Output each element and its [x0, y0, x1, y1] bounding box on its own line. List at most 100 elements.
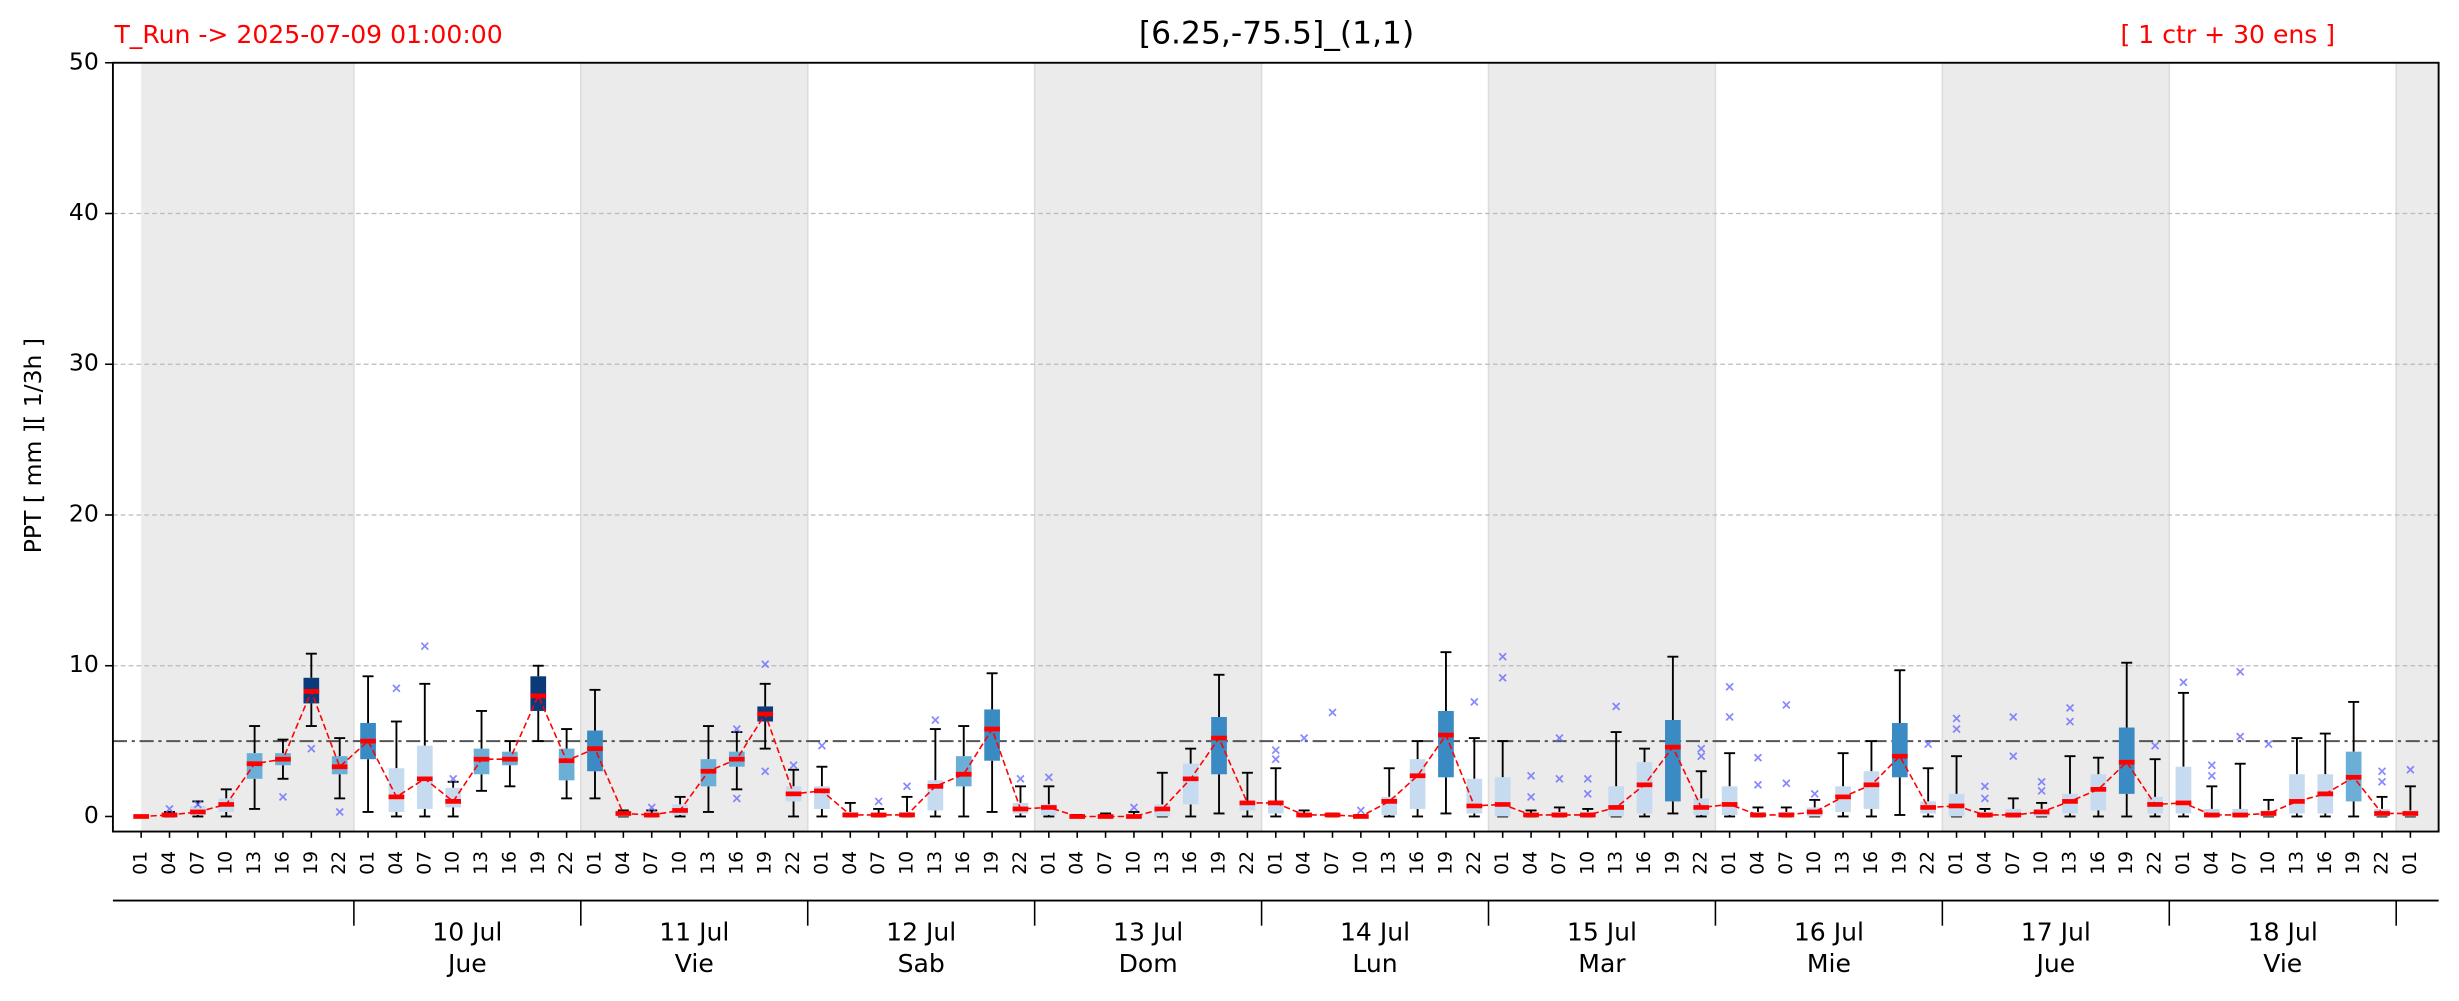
outlier	[165, 804, 174, 814]
box	[1211, 716, 1227, 775]
x-tick-label: 04	[613, 851, 634, 875]
outlier	[1952, 724, 1961, 734]
x-tick-label: 07	[414, 851, 435, 875]
outlier	[1725, 682, 1734, 691]
x-tick-label: 16	[953, 851, 974, 875]
outlier	[647, 803, 656, 812]
y-axis-label: PPT [ mm ][ 1/3h ]	[19, 338, 47, 553]
x-tick-label: 07	[1776, 851, 1797, 875]
outlier	[2179, 678, 2188, 687]
x-tick-label: 10	[670, 851, 691, 875]
x-tick-label: 16	[2315, 851, 2336, 875]
x-tick-label: 01	[584, 851, 605, 875]
outlier	[420, 642, 429, 651]
box	[1891, 723, 1908, 778]
x-tick-label: 16	[726, 851, 747, 875]
outlier	[2009, 752, 2018, 761]
x-tick-label: 19	[982, 851, 1003, 875]
outlier	[1498, 652, 1507, 661]
outlier	[2151, 741, 2160, 750]
x-tick-label: 19	[528, 851, 549, 875]
night-shade	[580, 62, 808, 832]
day-label: 17 Jul	[2021, 918, 2091, 947]
outlier	[335, 807, 344, 817]
night-shade	[141, 62, 354, 832]
x-tick-label: 13	[698, 851, 719, 875]
x-tick-label: 10	[897, 851, 918, 875]
box	[1239, 801, 1256, 811]
x-tick-label: 07	[1549, 851, 1570, 875]
outlier	[1753, 780, 1763, 789]
outlier	[2264, 740, 2273, 749]
box	[1494, 777, 1511, 817]
outlier	[1980, 794, 1989, 803]
x-tick-label: 04	[386, 851, 407, 875]
night-shade	[1942, 62, 2170, 832]
day-label: 16 Jul	[1794, 918, 1864, 947]
x-tick-label: 07	[1322, 851, 1343, 875]
outlier	[1526, 792, 1536, 801]
weekday-label: Sab	[898, 949, 945, 978]
outlier	[2377, 767, 2387, 776]
x-tick-label: 01	[2400, 851, 2421, 875]
x-tick-label: 04	[1294, 851, 1315, 875]
y-tick-label: 50	[69, 47, 99, 75]
x-tick-label: 13	[1833, 851, 1854, 875]
x-tick-label: 07	[2003, 851, 2024, 875]
x-tick-label: 16	[499, 851, 520, 875]
x-tick-label: 04	[1974, 851, 1995, 875]
outlier	[1555, 774, 1564, 783]
x-tick-label: 22	[329, 851, 350, 875]
outlier	[789, 761, 798, 770]
outlier	[1356, 806, 1365, 815]
box	[1438, 710, 1454, 778]
outlier	[1498, 673, 1507, 682]
x-tick-label: 10	[1577, 851, 1598, 875]
night-shade	[1488, 62, 1716, 832]
outlier	[392, 684, 401, 693]
x-tick-label: 10	[2258, 851, 2279, 875]
x-tick-label: 10	[216, 851, 237, 875]
day-label: 18 Jul	[2248, 918, 2318, 947]
outlier	[2207, 761, 2216, 770]
outlier	[1612, 702, 1621, 711]
outlier	[761, 660, 770, 669]
x-tick-label: 10	[2031, 851, 2052, 875]
weekday-label: Dom	[1119, 949, 1178, 978]
x-tick-label: 16	[1180, 851, 1201, 875]
x-tick-label: 16	[2088, 851, 2109, 875]
night-shade	[1034, 62, 1262, 832]
chart-title: [6.25,-75.5]_(1,1)	[1139, 16, 1414, 52]
outlier	[732, 724, 741, 734]
y-tick-label: 40	[69, 198, 99, 226]
outlier	[2406, 765, 2415, 774]
x-tick-label: 19	[301, 851, 322, 875]
x-tick-label: 22	[783, 851, 804, 875]
weekday-label: Jue	[2034, 949, 2075, 978]
outlier	[193, 800, 202, 809]
x-tick-label: 13	[1606, 851, 1627, 875]
weekday-label: Mar	[1578, 949, 1626, 978]
outlier	[1924, 740, 1933, 749]
x-tick-label: 10	[1123, 851, 1144, 875]
x-tick-label: 16	[1407, 851, 1428, 875]
box	[1608, 786, 1624, 817]
outlier	[1810, 789, 1819, 798]
outlier	[2037, 786, 2046, 795]
x-tick-label: 22	[1691, 851, 1712, 875]
outlier	[2207, 771, 2216, 780]
outlier	[2009, 712, 2018, 722]
outlier	[1300, 734, 1309, 743]
outlier	[1583, 789, 1592, 798]
outlier	[1583, 774, 1592, 783]
box	[388, 768, 405, 812]
day-label: 11 Jul	[659, 918, 729, 947]
outlier	[1555, 734, 1564, 743]
outlier	[732, 794, 741, 803]
outlier	[1044, 773, 1053, 782]
outlier	[817, 741, 826, 750]
x-tick-label: 07	[187, 851, 208, 875]
outlier	[1697, 744, 1706, 753]
members-label: [ 1 ctr + 30 ens ]	[2121, 20, 2336, 49]
outlier	[1526, 771, 1536, 780]
